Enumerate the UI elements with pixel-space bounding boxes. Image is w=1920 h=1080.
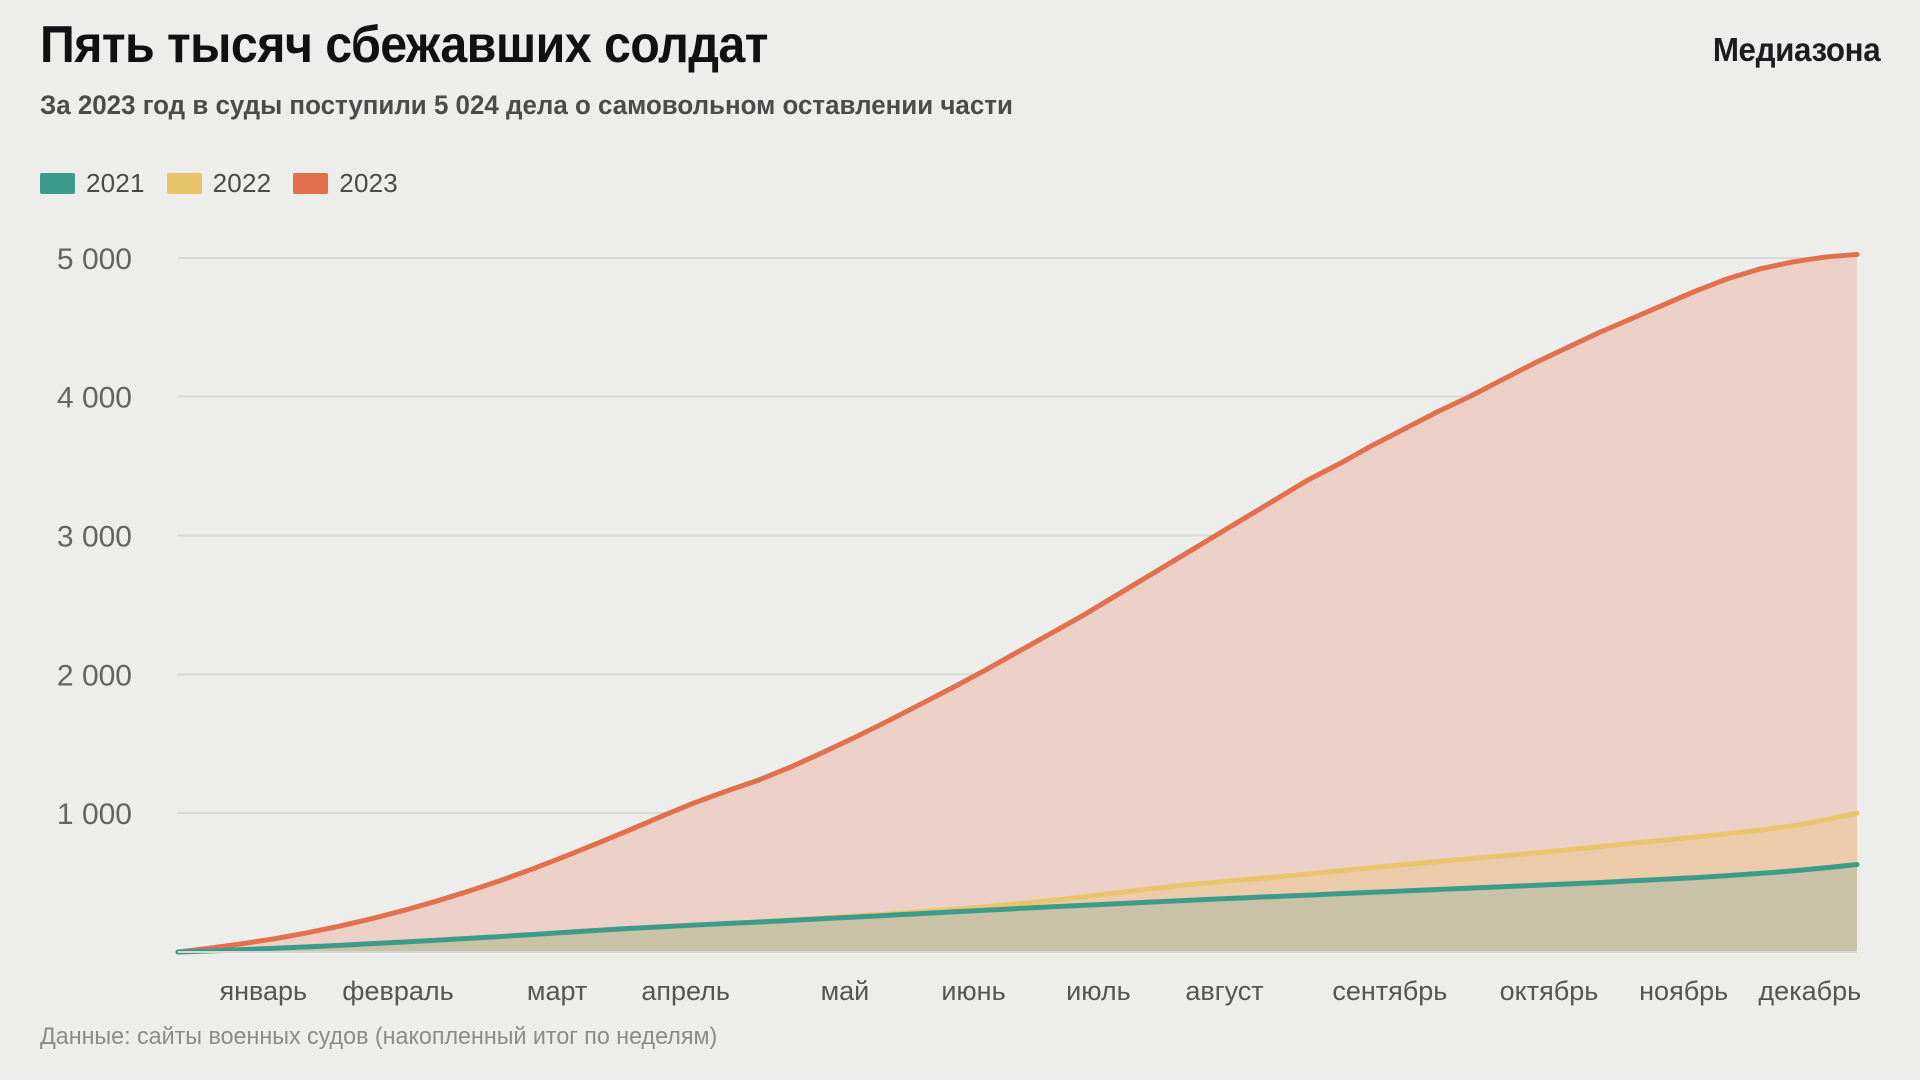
legend-swatch-icon-2022: [166, 172, 202, 194]
x-axis-tick-label-август: август: [1185, 976, 1263, 1006]
page-header: Пять тысяч сбежавших солдат Медиазона: [40, 14, 1880, 84]
chart-source-note: Данные: сайты военных судов (накопленный…: [40, 1023, 718, 1050]
chart-legend: 2021 2022 2023: [40, 166, 398, 200]
y-axis-tick-label: 4 000: [57, 382, 132, 415]
legend-item-2022[interactable]: 2022: [166, 168, 272, 198]
x-axis-tick-label-июнь: июнь: [941, 976, 1005, 1006]
legend-item-2021[interactable]: 2021: [40, 170, 145, 196]
x-axis-tick-label-май: май: [821, 976, 870, 1006]
legend-swatch-icon-2021: [40, 172, 75, 194]
x-axis-tick-label-февраль: февраль: [342, 976, 453, 1006]
y-axis-tick-label: 2 000: [57, 659, 132, 692]
x-axis-tick-label-март: март: [527, 976, 587, 1006]
series-area-2021: [178, 864, 1857, 952]
y-axis-tick-label: 3 000: [57, 520, 132, 553]
page-title: Пять тысяч сбежавших солдат: [40, 16, 768, 74]
x-axis-tick-label-октябрь: октябрь: [1500, 976, 1599, 1006]
y-axis-tick-label: 5 000: [57, 243, 132, 276]
legend-swatch-icon-2023: [293, 172, 329, 194]
x-axis-tick-label-ноябрь: ноябрь: [1639, 976, 1728, 1006]
x-axis-tick-label-январь: январь: [219, 976, 307, 1006]
legend-label: 2021: [86, 168, 145, 198]
page-subtitle: За 2023 год в суды поступили 5 024 дела …: [40, 90, 1013, 120]
legend-label: 2023: [339, 168, 398, 198]
series-line-2021: [175, 862, 1860, 955]
x-axis-tick-label-апрель: апрель: [641, 976, 730, 1006]
legend-item-2023[interactable]: 2023: [293, 170, 398, 196]
series-line-2023: [175, 251, 1860, 955]
y-axis-tick-label: 1 000: [57, 798, 132, 831]
x-axis-tick-label-сентябрь: сентябрь: [1332, 976, 1447, 1006]
x-axis-tick-label-декабрь: декабрь: [1758, 976, 1861, 1006]
legend-label: 2022: [212, 168, 272, 198]
series-area-2023: [178, 254, 1857, 952]
x-axis-tick-label-июль: июль: [1066, 976, 1131, 1006]
brand-logo: Медиазона: [1712, 31, 1881, 68]
